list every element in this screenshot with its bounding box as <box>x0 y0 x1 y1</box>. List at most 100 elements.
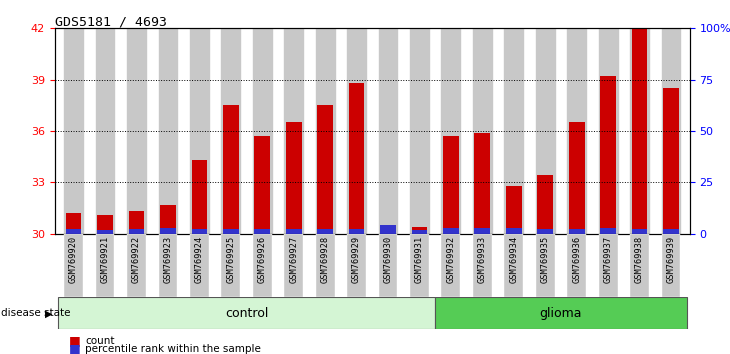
Text: GSM769922: GSM769922 <box>132 235 141 283</box>
Bar <box>474 228 491 234</box>
Bar <box>661 28 680 234</box>
Bar <box>223 105 239 234</box>
Text: GSM769930: GSM769930 <box>383 235 393 283</box>
Text: GSM769936: GSM769936 <box>572 235 581 283</box>
Bar <box>631 28 648 234</box>
Bar <box>315 234 334 297</box>
Bar <box>599 234 618 297</box>
Bar <box>349 83 364 234</box>
Bar <box>158 28 177 234</box>
Bar <box>537 229 553 234</box>
Text: ▶: ▶ <box>45 308 53 318</box>
Bar <box>504 28 523 234</box>
Text: GSM769920: GSM769920 <box>69 235 78 283</box>
Bar <box>380 225 396 234</box>
Bar <box>504 234 523 297</box>
Text: GSM769926: GSM769926 <box>258 235 266 283</box>
Bar <box>158 234 177 297</box>
Bar <box>473 28 492 234</box>
Bar <box>191 229 207 234</box>
Bar <box>473 234 492 297</box>
Bar <box>506 228 522 234</box>
Text: GDS5181 / 4693: GDS5181 / 4693 <box>55 16 166 29</box>
Bar <box>567 234 586 297</box>
Bar <box>630 28 649 234</box>
Bar <box>66 229 82 234</box>
Bar <box>569 122 585 234</box>
Text: GSM769925: GSM769925 <box>226 235 235 283</box>
Text: control: control <box>225 307 268 320</box>
Bar <box>221 234 240 297</box>
Bar <box>380 225 396 234</box>
Bar <box>160 228 176 234</box>
Bar <box>567 28 586 234</box>
Bar <box>347 234 366 297</box>
Bar <box>536 234 555 297</box>
Bar <box>663 229 679 234</box>
Bar <box>96 28 115 234</box>
Bar <box>191 160 207 234</box>
Bar <box>435 297 687 329</box>
Bar <box>536 28 555 234</box>
Bar <box>412 227 427 234</box>
Text: GSM769937: GSM769937 <box>604 235 612 283</box>
Bar <box>347 28 366 234</box>
Bar <box>349 229 364 234</box>
Bar <box>600 76 616 234</box>
Bar <box>97 230 113 234</box>
Bar <box>410 28 429 234</box>
Text: disease state: disease state <box>1 308 70 318</box>
Bar <box>286 229 301 234</box>
Bar <box>631 229 648 234</box>
Bar <box>128 229 145 234</box>
Text: GSM769928: GSM769928 <box>320 235 330 283</box>
Text: GSM769933: GSM769933 <box>478 235 487 283</box>
Bar <box>284 28 303 234</box>
Bar <box>254 229 270 234</box>
Bar <box>379 28 397 234</box>
Text: GSM769938: GSM769938 <box>635 235 644 283</box>
Bar <box>284 234 303 297</box>
Bar <box>160 205 176 234</box>
Text: GSM769923: GSM769923 <box>164 235 172 283</box>
Bar <box>630 234 649 297</box>
Bar <box>58 297 435 329</box>
Bar <box>190 28 209 234</box>
Bar <box>127 28 146 234</box>
Bar <box>318 229 333 234</box>
Bar <box>190 234 209 297</box>
Bar <box>221 28 240 234</box>
Bar <box>599 28 618 234</box>
Bar <box>661 234 680 297</box>
Bar <box>569 229 585 234</box>
Bar <box>410 234 429 297</box>
Bar <box>318 105 333 234</box>
Bar <box>64 28 83 234</box>
Bar <box>443 228 458 234</box>
Text: glioma: glioma <box>539 307 583 320</box>
Text: ■: ■ <box>69 334 85 347</box>
Bar <box>97 215 113 234</box>
Text: GSM769932: GSM769932 <box>447 235 456 283</box>
Text: ■: ■ <box>69 342 85 354</box>
Bar <box>128 211 145 234</box>
Text: GSM769927: GSM769927 <box>289 235 298 283</box>
Text: GSM769929: GSM769929 <box>352 235 361 283</box>
Bar <box>315 28 334 234</box>
Bar <box>600 228 616 234</box>
Bar <box>64 234 83 297</box>
Text: GSM769934: GSM769934 <box>510 235 518 283</box>
Bar <box>96 234 115 297</box>
Bar <box>442 28 461 234</box>
Text: GSM769931: GSM769931 <box>415 235 424 283</box>
Text: percentile rank within the sample: percentile rank within the sample <box>85 344 261 354</box>
Text: GSM769921: GSM769921 <box>101 235 110 283</box>
Bar <box>506 186 522 234</box>
Bar <box>442 234 461 297</box>
Bar <box>474 133 491 234</box>
Bar <box>412 230 427 234</box>
Bar <box>253 234 272 297</box>
Bar <box>66 213 82 234</box>
Bar <box>537 176 553 234</box>
Bar <box>254 136 270 234</box>
